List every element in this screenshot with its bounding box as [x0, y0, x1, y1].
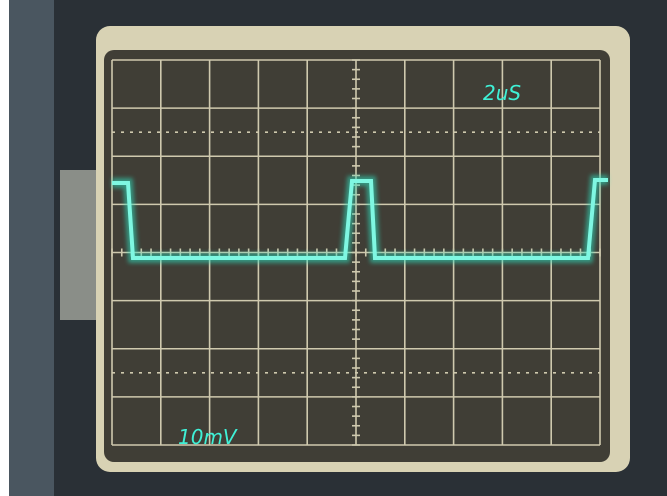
oscilloscope-photo: 2uS 10mV [0, 0, 667, 496]
page: 2uS 10mV (() => { const data = JSON.pars… [0, 0, 667, 496]
side-panel [9, 0, 54, 496]
time-scale-label: 2uS [483, 81, 521, 105]
volt-scale-label: 10mV [178, 425, 238, 449]
